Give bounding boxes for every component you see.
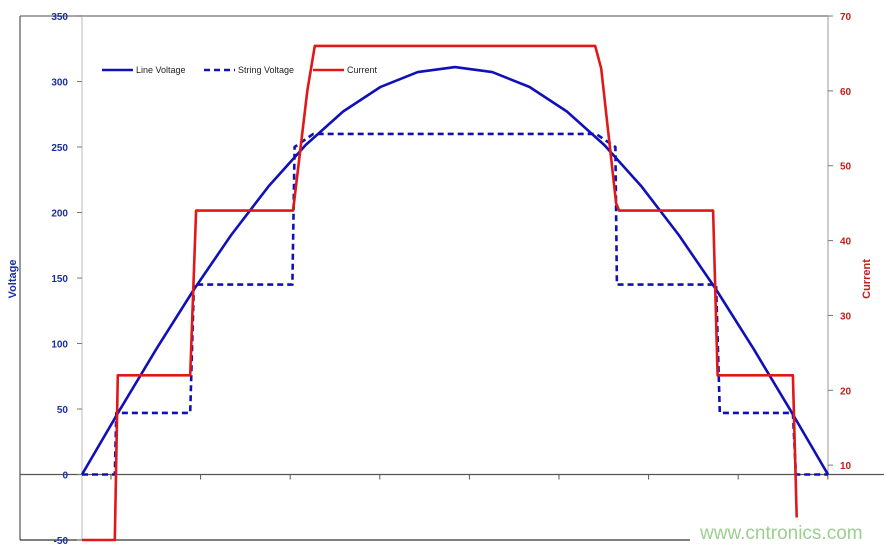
- legend-label: Line Voltage: [136, 65, 186, 75]
- series-line-voltage: [80, 65, 830, 476]
- y-tick-label: 300: [51, 78, 68, 89]
- y-tick-label: 150: [51, 274, 68, 285]
- y2-tick-label: 30: [840, 311, 852, 322]
- series-current: [82, 44, 798, 542]
- y-axis-title: Voltage: [7, 260, 19, 299]
- y2-tick-label: 60: [840, 87, 852, 98]
- series-string-voltage: [82, 132, 828, 476]
- right-axis-ticks: 10 20 30 40 50 60 70: [828, 12, 852, 472]
- y-tick-label: 0: [62, 471, 68, 482]
- y-tick-label: -50: [54, 536, 69, 547]
- y-tick-label: 50: [57, 405, 69, 416]
- y2-axis-title: Current: [861, 259, 873, 299]
- y-tick-label: 100: [51, 340, 68, 351]
- watermark: www.cntronics.com: [699, 523, 863, 544]
- left-axis-ticks: -50 0 50 100 150 200 250 300 350: [51, 12, 82, 547]
- y2-tick-label: 20: [840, 386, 852, 397]
- y-tick-label: 250: [51, 143, 68, 154]
- plot-frame: [19, 15, 884, 541]
- legend-label: Current: [347, 65, 378, 75]
- legend: Line Voltage String Voltage Current: [102, 65, 378, 75]
- y2-tick-label: 70: [840, 12, 852, 23]
- y2-tick-label: 10: [840, 461, 852, 472]
- series-lines: [80, 44, 830, 542]
- y2-tick-label: 40: [840, 237, 852, 248]
- y-tick-label: 350: [51, 12, 68, 23]
- y-tick-label: 200: [51, 209, 68, 220]
- y2-tick-label: 50: [840, 162, 852, 173]
- legend-label: String Voltage: [238, 65, 294, 75]
